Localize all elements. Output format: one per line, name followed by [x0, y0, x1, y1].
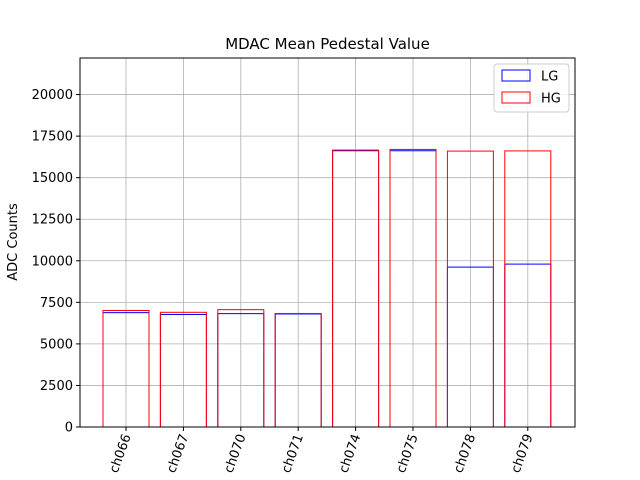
grid-lines — [80, 58, 575, 428]
y-tick-label: 17500 — [32, 130, 73, 145]
y-tick-label: 5000 — [40, 337, 73, 352]
legend-swatch-lg — [501, 69, 531, 82]
x-axis: ch066 ch067 ch070 ch071 ch074 ch075 ch078 ch079 — [107, 427, 537, 475]
x-tick-label-ch066: ch066 — [107, 432, 135, 475]
y-tick-label: 12500 — [32, 213, 73, 228]
y-tick-label: 7500 — [40, 296, 73, 311]
legend-label-lg: LG — [541, 70, 558, 85]
y-tick-label: 10000 — [32, 254, 73, 269]
x-tick-label-ch078: ch078 — [451, 432, 479, 475]
y-tick-label: 15000 — [32, 171, 73, 186]
x-tick-label-ch070: ch070 — [222, 432, 250, 475]
x-tick-label-ch067: ch067 — [164, 432, 192, 475]
y-tick-label: 0 — [65, 421, 73, 436]
y-tick-label: 20000 — [32, 88, 73, 103]
x-tick-label-ch074: ch074 — [337, 432, 365, 475]
chart-title: MDAC Mean Pedestal Value — [225, 35, 430, 53]
legend-swatch-hg — [501, 91, 531, 104]
y-tick-label: 2500 — [40, 379, 73, 394]
x-tick-label-ch071: ch071 — [279, 432, 307, 475]
legend-box — [493, 63, 570, 113]
y-axis: 0 2500 5000 7500 10000 12500 15000 17500 20000 — [32, 88, 80, 436]
legend: LG HG — [493, 63, 570, 113]
legend-label-hg: HG — [541, 92, 561, 107]
y-axis-label: ADC Counts — [6, 203, 21, 281]
x-tick-label-ch079: ch079 — [509, 432, 537, 475]
plot-frame — [79, 57, 576, 428]
x-tick-label-ch075: ch075 — [394, 432, 422, 475]
